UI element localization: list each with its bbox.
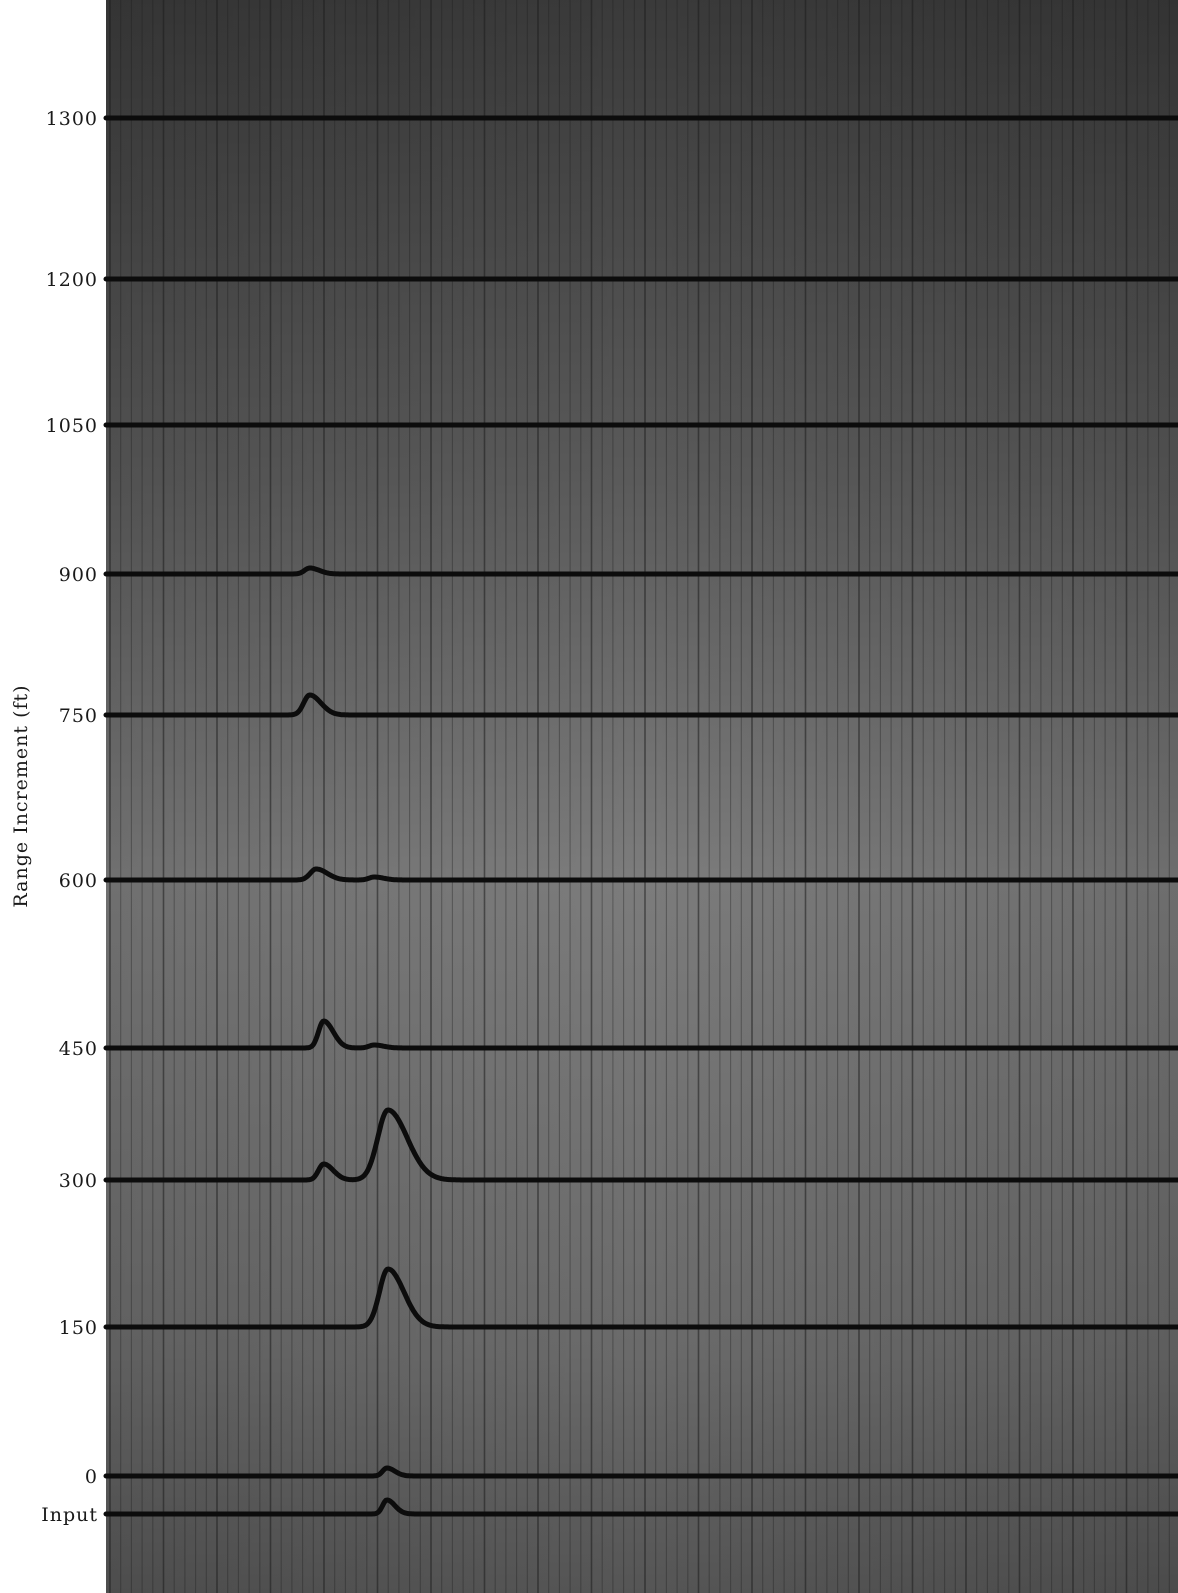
trace-line-600: [103, 866, 1178, 883]
trace-line-0: [103, 1465, 1178, 1479]
trace-line-450: [103, 1018, 1178, 1051]
trace-line-input: [103, 1497, 1178, 1517]
trace-line-750: [103, 692, 1178, 718]
tick-label-300: 300: [59, 1170, 98, 1192]
tick-labels: 1300 1200 1050 900 750 600 450 300 150 0 Input: [41, 108, 98, 1526]
tick-label-1050: 1050: [46, 415, 98, 437]
tick-label-150: 150: [59, 1317, 98, 1339]
tick-label-1200: 1200: [46, 269, 98, 291]
tick-label-750: 750: [59, 705, 98, 727]
traces: [103, 115, 1178, 1517]
tick-label-1300: 1300: [46, 108, 98, 130]
trace-line-150: [103, 1266, 1178, 1330]
tick-label-450: 450: [59, 1038, 98, 1060]
tick-label-0: 0: [85, 1466, 98, 1488]
tick-label-input: Input: [41, 1504, 98, 1526]
trace-line-300: [103, 1107, 1178, 1183]
plot-shading: [106, 0, 1178, 1593]
trace-line-900: [103, 565, 1178, 577]
y-axis-title: Range Increment (ft): [10, 684, 32, 907]
tick-label-900: 900: [59, 564, 98, 586]
tick-label-600: 600: [59, 870, 98, 892]
